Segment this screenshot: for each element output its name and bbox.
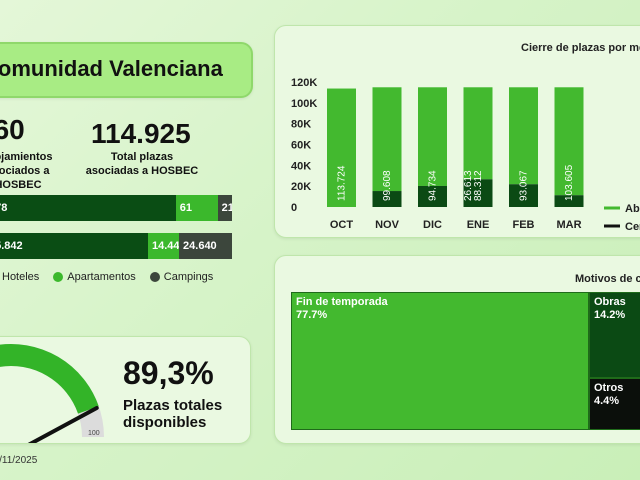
treemap-cell-name: Obras — [594, 296, 626, 308]
establishments-label-line2: asociados a HOSBEC — [0, 165, 50, 191]
bar-closed-nov — [372, 191, 402, 207]
gauge-label: Plazas totales disponibles — [123, 397, 222, 431]
places-label-line1: Total plazas — [110, 151, 174, 163]
bar-label-ene: 88.312 — [473, 170, 484, 201]
legend-apartments-dot — [53, 272, 64, 282]
bar-open-oct — [327, 88, 356, 207]
gauge-panel: 100 89,3% Plazas totales disponibles — [0, 336, 251, 444]
treemap-cell-obras: Obras 14.2% — [589, 292, 640, 378]
closure-reasons-treemap: Fin de temporada 77.7% Obras 14.2% Otros 4.4% — [291, 292, 640, 430]
x-tick-label-dic: DIC — [423, 219, 442, 231]
legend-apartments: Apartamentos — [67, 271, 136, 283]
bar-label-oct: 113.724 — [337, 165, 348, 201]
bar-closed-dic — [418, 185, 447, 207]
bar-open-mar — [554, 87, 584, 196]
y-tick-label: 20K — [291, 181, 311, 193]
report-date: 05/11/2025 — [0, 455, 38, 466]
places-segment-hoteles: 75.842 — [0, 233, 148, 259]
page-title: Comunidad Valenciana — [0, 56, 223, 81]
title-banner: Comunidad Valenciana — [0, 42, 253, 98]
y-tick-label: 60K — [291, 140, 311, 152]
gauge-needle — [27, 405, 99, 443]
legend-closed-label: Cerradas — [625, 221, 640, 233]
bar-closed-ene — [463, 179, 493, 207]
monthly-closure-chart-panel: Cierre de plazas por mes 0 20K 40K 60K 80K 10… — [274, 25, 640, 238]
bar-open-dic — [418, 87, 447, 186]
establishments-breakdown-bar: 2786121 — [0, 195, 232, 221]
y-tick-label: 40K — [291, 160, 311, 172]
bar-closed-mar — [554, 195, 584, 207]
treemap-cell-otros: Otros 4.4% — [589, 378, 640, 430]
y-tick-label: 80K — [291, 119, 311, 131]
monthly-closure-chart: 0 20K 40K 60K 80K 100K 120K 113.724 OCT 99.608 NOV… — [291, 77, 640, 233]
y-tick-label: 100K — [291, 98, 317, 110]
treemap-cell-name: Otros — [594, 382, 624, 394]
bar-open-feb — [509, 87, 538, 185]
legend-campings-dot — [149, 272, 160, 282]
gauge-label-line2: disponibles — [123, 414, 207, 431]
treemap-cell-value: 4.4% — [594, 395, 620, 407]
establishments-label-line1: Alojamientos — [0, 151, 53, 163]
places-segment-campings: 24.640 — [179, 233, 232, 259]
x-tick-label-ene: ENE — [467, 219, 490, 231]
gauge-label-line1: Plazas totales — [123, 397, 223, 414]
legend-open-label: Abiertas — [625, 203, 640, 215]
gauge-fill — [0, 344, 99, 414]
bar-label-feb: 93.067 — [519, 170, 530, 201]
bar-closed-feb — [509, 184, 538, 207]
treemap-title: Motivos de cierre — [575, 273, 640, 285]
places-segment-apartamentos: 14.443 — [148, 233, 180, 259]
establishments-label: Alojamientos asociados a HOSBEC — [0, 150, 74, 192]
availability-gauge: 100 — [0, 344, 104, 443]
bar-closed-label-ene: 26.613 — [463, 170, 474, 201]
bar-open-nov — [372, 87, 402, 192]
legend-campings: Campings — [163, 271, 214, 283]
gauge-max-label: 100 — [88, 430, 100, 437]
y-tick-label: 120K — [291, 77, 317, 89]
establishments-count: 360 — [0, 114, 25, 145]
x-tick-label-oct: OCT — [330, 219, 354, 231]
places-label-line2: asociadas a HOSBEC — [85, 165, 199, 177]
establishments-segment-hoteles: 278 — [0, 195, 176, 221]
treemap-cell-name: Fin de temporada — [296, 296, 388, 308]
places-count: 114.925 — [91, 118, 191, 149]
treemap-cell-value: 77.7% — [296, 309, 328, 321]
legend-hotels: Hoteles — [2, 271, 40, 283]
bar-label-nov: 99.608 — [382, 170, 393, 201]
treemap-cell-fin-de-temporada: Fin de temporada 77.7% — [291, 292, 589, 430]
gauge-value: 89,3% — [123, 355, 214, 391]
bar-open-ene — [463, 87, 493, 180]
places-label: Total plazas asociadas a HOSBEC — [76, 150, 208, 178]
x-tick-label-feb: FEB — [513, 219, 535, 231]
establishments-segment-apartamentos: 61 — [175, 195, 218, 221]
bar-label-mar: 103.605 — [564, 164, 575, 201]
breakdown-legend: Hoteles Apartamentos Campings — [0, 271, 213, 283]
monthly-chart-title: Cierre de plazas por mes — [521, 42, 640, 54]
x-tick-label-mar: MAR — [556, 219, 581, 231]
x-tick-label-nov: NOV — [375, 219, 400, 231]
y-tick-label: 0 — [291, 202, 297, 214]
establishments-segment-campings: 21 — [217, 195, 232, 221]
bar-label-dic: 94.734 — [428, 170, 439, 201]
closure-reasons-panel: Motivos de cierre Fin de temporada77.7%O… — [274, 255, 640, 444]
treemap-cell-value: 14.2% — [594, 309, 626, 321]
